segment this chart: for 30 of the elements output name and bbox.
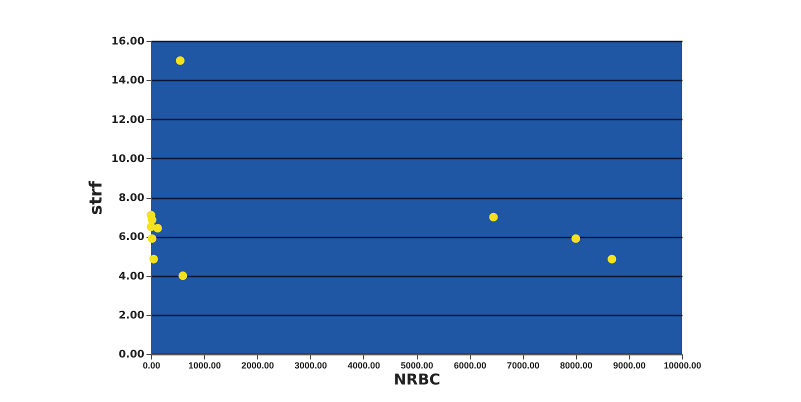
x-axis-title: NRBC bbox=[394, 370, 440, 388]
point bbox=[571, 234, 580, 243]
y-tick-label: 8.00 bbox=[118, 192, 144, 204]
point bbox=[178, 271, 188, 280]
point bbox=[489, 212, 498, 222]
x-tick-label: 8000.00 bbox=[560, 360, 593, 370]
point bbox=[146, 222, 156, 232]
y-tick-label: 4.00 bbox=[118, 270, 144, 282]
y-tick-label: 12.00 bbox=[111, 114, 144, 126]
y-tick-label: 14.00 bbox=[111, 74, 144, 87]
point bbox=[176, 56, 185, 65]
point bbox=[608, 254, 616, 264]
x-tick-label: 6000.00 bbox=[454, 360, 486, 370]
y-tick-label: 0.00 bbox=[118, 348, 144, 360]
x-tick-label: 7000.00 bbox=[506, 360, 540, 370]
point bbox=[148, 234, 156, 243]
x-tick-label: 9000.00 bbox=[613, 360, 646, 370]
x-tick-label: 4000.00 bbox=[348, 360, 380, 370]
y-tick-label: 2.00 bbox=[118, 309, 144, 322]
x-tick-label: 5000.00 bbox=[400, 360, 434, 370]
x-tick-label: 10000.00 bbox=[664, 360, 702, 370]
x-tick-label: 3000.00 bbox=[294, 360, 328, 370]
point bbox=[149, 254, 158, 264]
x-tick-label: 1000.00 bbox=[188, 360, 221, 370]
y-tick-label: 16.00 bbox=[111, 36, 144, 48]
y-tick-label: 6.00 bbox=[118, 231, 144, 244]
x-tick-label: 2000.00 bbox=[241, 360, 274, 370]
x-tick-label: 0.00 bbox=[142, 360, 160, 370]
y-tick-label: 10.00 bbox=[111, 152, 144, 165]
y-axis-title: strf bbox=[86, 180, 106, 216]
